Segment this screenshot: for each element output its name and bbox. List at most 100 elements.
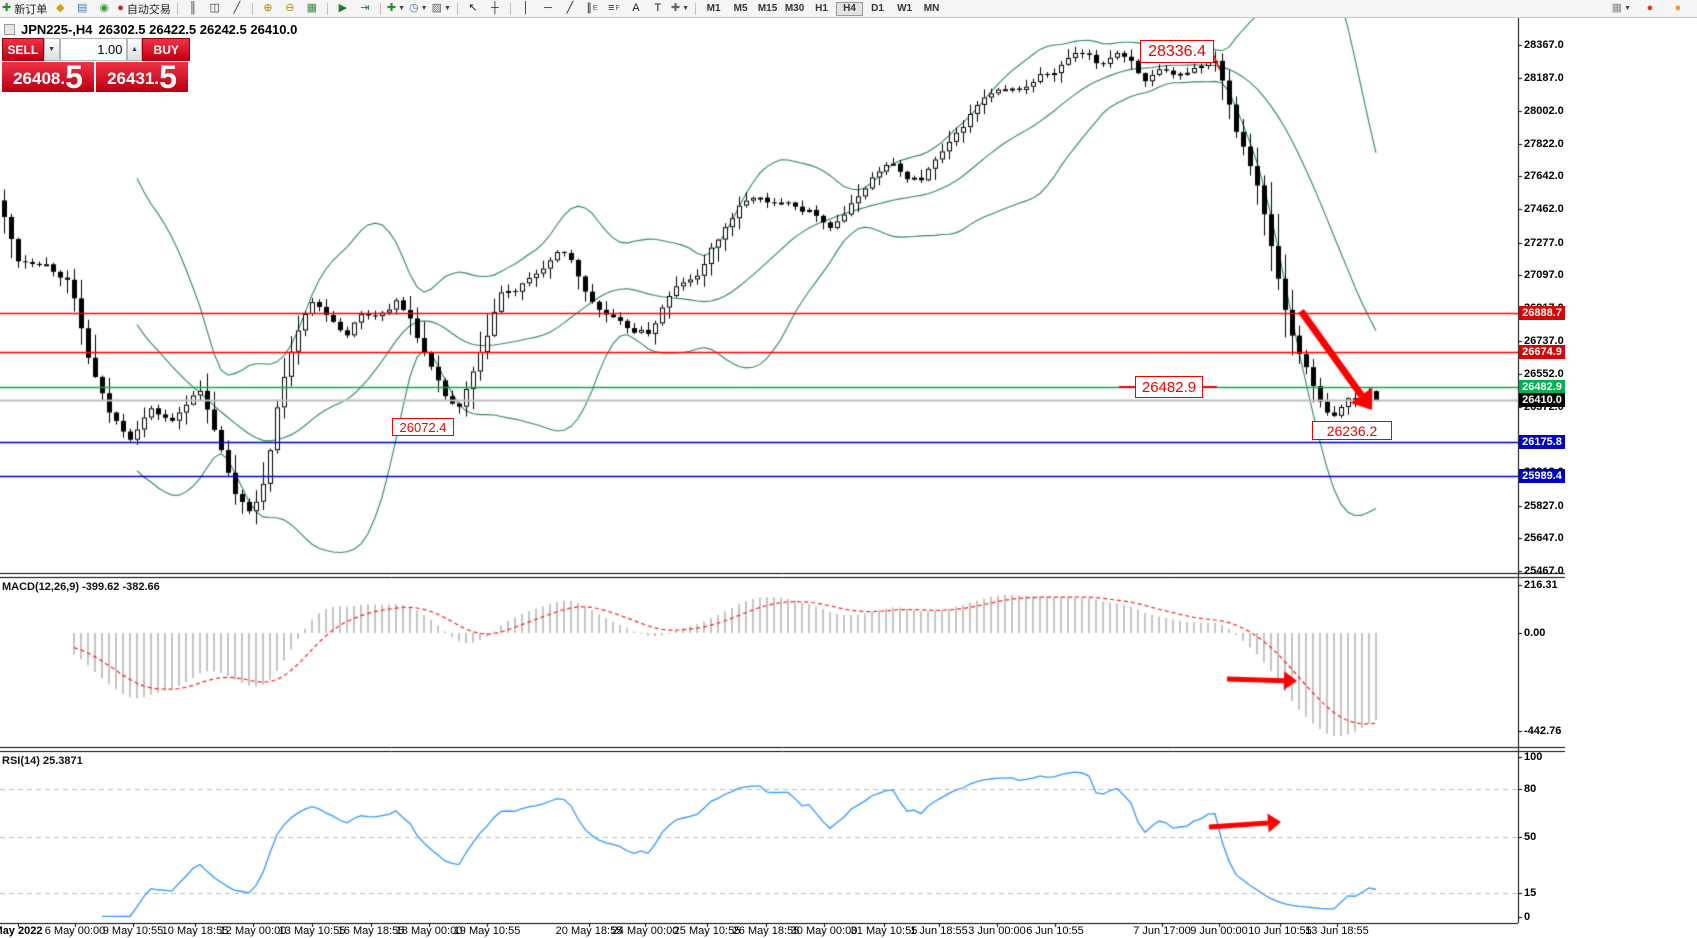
- cursor-icon[interactable]: ↖: [462, 1, 484, 16]
- buy-button[interactable]: BUY: [142, 38, 190, 61]
- channel-icon: ∥: [586, 2, 592, 14]
- app-badge-red-icon[interactable]: ●: [1639, 1, 1661, 16]
- date-axis-label: 30 May 00:00: [790, 925, 858, 937]
- label-icon: T: [654, 2, 662, 14]
- text-icon[interactable]: A: [625, 1, 647, 16]
- chart-shift-icon[interactable]: ⇥: [354, 1, 376, 16]
- crosshair-icon[interactable]: ┼: [484, 1, 506, 16]
- rsi-axis-label: 15: [1524, 887, 1537, 899]
- sell-price-panel[interactable]: 26408. 5: [2, 62, 94, 92]
- periods-icon[interactable]: ◷ ▼: [407, 1, 430, 16]
- cursor-icon: ↖: [468, 2, 478, 14]
- new-order-button-label: 新订单: [14, 3, 48, 16]
- templates-icon[interactable]: ▨ ▼: [430, 1, 453, 16]
- indicators-icon[interactable]: ✚ ▼: [385, 1, 407, 16]
- toolbar-separator: [251, 2, 253, 15]
- timeframe-m15-button[interactable]: M15: [757, 2, 778, 14]
- toolbar-right-icons: ▦ ▼ ● ●: [1610, 1, 1689, 16]
- autotrading-button[interactable]: ● 自动交易: [115, 1, 173, 16]
- macd-axis-label: -442.76: [1524, 725, 1562, 738]
- price-annotation[interactable]: 26072.4: [392, 418, 454, 436]
- macd-axis-label: 0.00: [1524, 627, 1546, 639]
- app-badge-orange-icon[interactable]: ●: [1667, 1, 1689, 16]
- price-axis-label: 26737.0: [1524, 334, 1564, 347]
- timeframe-h1-button[interactable]: H1: [815, 2, 828, 14]
- sell-button[interactable]: SELL: [2, 38, 44, 61]
- timeframe-d1-button[interactable]: D1: [871, 2, 884, 14]
- auto-scroll-icon[interactable]: ▶: [332, 1, 354, 16]
- volume-increase-button[interactable]: ▲: [126, 38, 143, 61]
- dropdown-arrow-icon[interactable]: ▼: [398, 5, 406, 12]
- date-axis-label: 19 May 10:55: [453, 925, 521, 937]
- price-tag: 26674.9: [1519, 344, 1565, 359]
- icon-sub-letter: F: [615, 5, 620, 12]
- new-order-button[interactable]: ✚ 新订单: [0, 1, 49, 16]
- auto-scroll-icon: ▶: [338, 2, 348, 14]
- timeframe-mn-button[interactable]: MN: [923, 2, 940, 14]
- macd-indicator-label: MACD(12,26,9) -399.62 -382.66: [2, 581, 160, 593]
- date-axis-label: 10 Jun 10:55: [1248, 925, 1312, 937]
- chart-window-icon: [4, 24, 15, 35]
- channel-icon[interactable]: ∥ E: [581, 1, 603, 16]
- dropdown-arrow-icon[interactable]: ▼: [682, 5, 690, 12]
- price-axis-label: 25467.0: [1524, 565, 1564, 577]
- price-annotation[interactable]: 26482.9: [1135, 376, 1203, 398]
- signals-icon: ◉: [99, 2, 110, 14]
- chart-ohlc-values: 26302.5 26422.5 26242.5 26410.0: [98, 22, 298, 37]
- shapes-icon[interactable]: ✚ ▼: [669, 1, 691, 16]
- volume-input[interactable]: [59, 38, 127, 61]
- line-chart-icon[interactable]: ╱: [226, 1, 248, 16]
- autotrading-button: ●: [117, 2, 124, 14]
- price-axis-label: 27277.0: [1524, 236, 1564, 249]
- tile-windows-icon[interactable]: ▦: [301, 1, 323, 16]
- toolbar-separator: [326, 2, 328, 15]
- buy-price-pip: 5: [159, 62, 177, 92]
- one-click-trading-widget: SELL ▼ ▲ BUY 26408. 5 26431. 5: [2, 38, 190, 92]
- candlestick-chart-icon[interactable]: ◫: [204, 1, 226, 16]
- rsi-indicator-label: RSI(14) 25.3871: [2, 755, 83, 767]
- vertical-line-icon[interactable]: │: [515, 1, 537, 16]
- price-annotation[interactable]: 26236.2: [1312, 421, 1392, 440]
- date-axis-label: 13 Jun 18:55: [1305, 925, 1369, 937]
- horizontal-line-icon[interactable]: ─: [537, 1, 559, 16]
- indicators-icon: ✚: [386, 2, 397, 14]
- timeframe-m30-button[interactable]: M30: [784, 2, 805, 14]
- chart-profile-icon: ▦: [1611, 2, 1623, 14]
- timeframe-m5-button[interactable]: M5: [733, 2, 748, 14]
- dropdown-arrow-icon[interactable]: ▼: [1624, 5, 1631, 12]
- zoom-in-icon[interactable]: ⊕: [257, 1, 279, 16]
- signals-icon[interactable]: ◉: [93, 1, 115, 16]
- zoom-out-icon[interactable]: ⊖: [279, 1, 301, 16]
- date-axis-label: 9 Jun 00:00: [1190, 925, 1248, 937]
- fibonacci-icon[interactable]: ≡ F: [603, 1, 625, 16]
- toolbar-separator: [379, 2, 381, 15]
- price-tag: 26175.8: [1519, 435, 1565, 450]
- label-icon[interactable]: T: [647, 1, 669, 16]
- candlestick-chart-icon: ◫: [209, 2, 221, 14]
- app-badge-orange-icon: ●: [1674, 2, 1682, 14]
- timeframe-h4-button[interactable]: H4: [836, 1, 864, 16]
- tile-windows-icon: ▦: [306, 2, 318, 14]
- dropdown-arrow-icon[interactable]: ▼: [420, 5, 428, 12]
- market-depth-icon[interactable]: ▤: [71, 1, 93, 16]
- gold-icon[interactable]: ◆: [49, 1, 71, 16]
- volume-decrease-button[interactable]: ▼: [43, 38, 60, 61]
- date-axis-label: May 2022: [0, 925, 43, 937]
- dropdown-arrow-icon[interactable]: ▼: [443, 5, 451, 12]
- date-axis-label: 12 May 00:00: [219, 925, 287, 937]
- trendline-icon[interactable]: ╱: [559, 1, 581, 16]
- price-annotation[interactable]: 28336.4: [1140, 40, 1214, 63]
- timeframe-m1-button[interactable]: M1: [706, 2, 721, 14]
- timeframe-w1-button[interactable]: W1: [897, 2, 913, 14]
- macd-axis-label: 216.31: [1524, 579, 1558, 591]
- chart-profile-icon[interactable]: ▦ ▼: [1610, 1, 1633, 16]
- date-axis-label: 13 May 10:55: [278, 925, 346, 937]
- rsi-axis-label: 50: [1524, 831, 1537, 843]
- buy-price-panel[interactable]: 26431. 5: [96, 62, 188, 92]
- chart-title: JPN225-,H4 26302.5 26422.5 26242.5 26410…: [4, 22, 297, 37]
- vertical-line-icon: │: [522, 2, 530, 14]
- bar-chart-icon[interactable]: ║: [182, 1, 204, 16]
- trendline-icon: ╱: [566, 2, 574, 14]
- bar-chart-icon: ║: [188, 2, 197, 14]
- horizontal-line-icon: ─: [544, 2, 552, 14]
